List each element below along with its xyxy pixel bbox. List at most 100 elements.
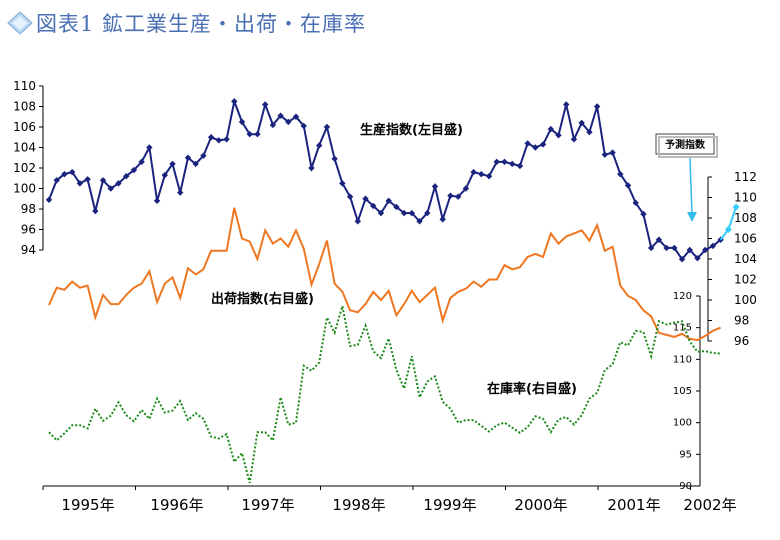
left-tick-label: 106: [13, 120, 36, 134]
production-point: [207, 134, 215, 141]
production-point: [617, 170, 624, 178]
inventory-ratio-line: [48, 305, 721, 484]
x-tick-label: 2002年: [683, 496, 736, 514]
production-point: [292, 113, 300, 120]
production-point: [238, 118, 246, 126]
production-point: [61, 170, 68, 178]
production-point: [261, 101, 269, 108]
production-point: [447, 192, 454, 199]
left-tick-label: 102: [13, 161, 36, 175]
production-point: [470, 168, 477, 176]
production-point: [400, 209, 408, 217]
right-top-tick-label: 110: [734, 191, 757, 205]
production-point: [439, 216, 446, 223]
production-point: [555, 132, 562, 139]
production-point: [377, 209, 385, 217]
production-point: [316, 142, 323, 149]
production-point: [53, 177, 60, 184]
production-point: [593, 103, 601, 110]
production-point: [184, 154, 192, 161]
production-series-label: 生産指数(左目盛): [360, 122, 463, 138]
right-top-tick-label: 106: [734, 232, 757, 246]
production-point: [462, 185, 470, 192]
production-point: [478, 170, 485, 178]
production-point: [223, 136, 230, 143]
right-bottom-tick-label: 120: [673, 291, 692, 302]
diamond-bullet-icon: [7, 11, 33, 35]
x-tick-label: 2000年: [514, 496, 567, 514]
production-point: [493, 158, 500, 166]
production-point: [254, 130, 261, 138]
right-top-tick-label: 112: [734, 170, 757, 184]
production-point: [385, 197, 392, 204]
production-point: [586, 128, 593, 136]
production-point: [323, 123, 331, 131]
production-point: [130, 166, 138, 174]
right-bottom-tick-label: 95: [679, 449, 692, 460]
production-point: [640, 210, 647, 218]
production-point: [192, 160, 199, 168]
production-point: [246, 130, 253, 138]
production-point: [146, 144, 153, 151]
production-point: [269, 121, 277, 129]
production-point: [563, 101, 570, 108]
right-bottom-tick-label: 115: [673, 323, 692, 334]
forecast-arrow-line: [689, 157, 693, 215]
left-tick-label: 96: [21, 223, 36, 237]
production-point: [169, 160, 176, 168]
production-point: [539, 141, 547, 148]
production-point: [678, 256, 686, 263]
production-point: [153, 197, 161, 204]
production-point: [570, 136, 578, 143]
production-point: [99, 177, 107, 184]
production-point: [115, 180, 122, 187]
right-top-tick-label: 104: [734, 252, 757, 266]
left-tick-label: 94: [21, 243, 36, 257]
production-point: [84, 176, 91, 183]
production-point: [76, 180, 84, 187]
forecast-arrow-head: [687, 212, 697, 222]
production-point: [354, 218, 361, 225]
production-point: [485, 173, 493, 180]
right-top-tick-label: 102: [734, 273, 757, 287]
shipment-line: [48, 207, 721, 342]
right-top-tick-label: 100: [734, 293, 757, 307]
right-bottom-tick-label: 100: [673, 418, 692, 429]
forecast-callout-label: 予測指数: [665, 138, 706, 151]
chart-title: 図表1 鉱工業生産・出荷・在庫率: [36, 12, 367, 36]
production-point: [501, 158, 508, 166]
production-point: [454, 193, 462, 200]
production-point: [632, 199, 639, 207]
left-tick-label: 100: [13, 182, 36, 196]
right-bottom-tick-label: 90: [679, 481, 692, 492]
production-point: [671, 244, 678, 252]
right-bottom-tick-label: 105: [673, 386, 692, 397]
production-point: [362, 195, 369, 202]
chart-ticks: 94 96 98 100 102 104 106 108 110 96 98 100 102 104 106…: [13, 79, 757, 514]
left-tick-label: 110: [13, 79, 36, 93]
chart-labels: 生産指数(左目盛) 出荷指数(右目盛) 在庫率(右目盛) 予測指数: [211, 122, 718, 397]
x-tick-label: 1995年: [61, 496, 114, 514]
production-point: [702, 246, 709, 254]
production-point: [609, 149, 616, 156]
right-top-tick-label: 96: [734, 334, 749, 348]
forecast-callout-box: [655, 133, 715, 155]
production-point: [339, 180, 346, 187]
production-point: [663, 244, 670, 252]
production-point: [547, 125, 554, 133]
production-point: [68, 168, 76, 176]
production-point: [601, 151, 609, 158]
production-point: [524, 140, 531, 147]
production-point: [200, 152, 207, 159]
production-point: [277, 112, 284, 119]
x-tick-label: 2001年: [607, 496, 660, 514]
x-tick-label: 1999年: [423, 496, 476, 514]
production-point: [346, 193, 354, 200]
production-point: [215, 137, 223, 144]
left-tick-label: 104: [13, 141, 36, 155]
forecast-point: [724, 226, 732, 233]
inventory-series-label: 在庫率(右目盛): [487, 381, 577, 397]
left-tick-label: 98: [21, 202, 36, 216]
production-point: [578, 119, 585, 127]
